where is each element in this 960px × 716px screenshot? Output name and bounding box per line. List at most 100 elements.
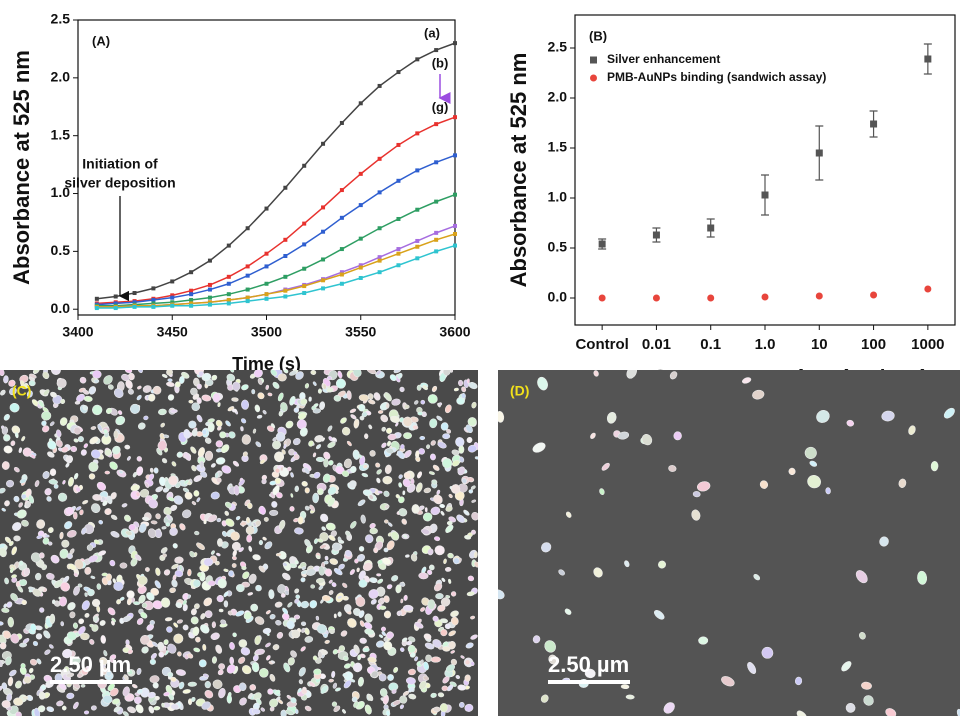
particle [368,589,379,599]
particle [64,521,73,530]
particle [267,688,274,695]
particle [320,513,329,523]
particle [414,400,419,405]
point [377,83,382,88]
particle [430,656,441,663]
particle [326,387,334,393]
particle [269,509,279,516]
particle [459,456,465,463]
particle [289,506,295,512]
particle [443,370,451,376]
point [321,205,326,210]
particle [297,516,304,525]
particle [441,685,449,692]
particle [73,511,78,520]
point [321,141,326,146]
point [264,281,269,286]
particle [384,519,389,524]
point [283,254,288,258]
particle [312,408,321,414]
particle [235,610,245,617]
point [358,171,363,176]
particle [155,567,161,576]
particle [398,482,403,488]
point [339,272,344,277]
x-tick-label: 3550 [345,324,376,340]
annotation: silver deposition [64,175,175,191]
particle [89,436,99,445]
legend-marker [590,56,597,64]
particle [253,692,262,701]
particle [15,711,22,716]
particle [304,383,310,389]
particle [251,389,256,395]
particle [196,397,202,404]
particle [122,686,130,697]
particle [440,510,445,516]
particle [166,626,173,633]
particle [328,678,334,683]
particle [232,381,241,391]
particle [458,445,465,454]
particle [332,649,339,655]
point [264,251,269,256]
particle [300,577,306,583]
particle [203,519,207,525]
particle [403,594,408,601]
point [113,294,118,299]
point [207,258,212,263]
particle [182,487,190,493]
particle [358,546,365,552]
particle [124,514,131,522]
point [207,287,212,292]
particle [155,486,164,493]
particle [467,476,475,483]
particle [393,667,399,673]
point [302,242,307,247]
particle [343,604,352,613]
point [396,216,401,221]
point [761,293,769,301]
particle [3,603,8,608]
particle [11,546,17,556]
particle [191,696,196,702]
particle [89,639,95,645]
particle [401,518,407,525]
particle [460,655,465,659]
particle [67,602,76,611]
particle [46,496,52,502]
particle [231,397,239,402]
y-tick-label: 1.0 [51,184,71,200]
particle [316,554,321,559]
point [815,292,823,300]
point [453,115,457,120]
particle [90,705,97,711]
y-tick-label: 2.0 [548,89,568,105]
point [453,153,457,158]
point [377,258,382,263]
point [761,191,769,199]
particle [217,578,227,589]
particle [304,627,310,635]
particle [115,415,126,426]
particle [119,562,128,569]
particle [450,650,455,654]
particle [0,659,3,668]
particle [225,518,235,527]
particle [133,601,141,606]
point [302,284,307,289]
point [396,263,401,268]
particle [415,482,423,493]
particle [30,623,37,632]
y-tick-label: 0.5 [548,239,568,255]
panel-label: (D) [510,383,529,399]
particle [350,521,357,529]
particle [282,562,288,567]
particle [368,399,376,405]
particle [223,591,229,598]
particle [39,552,45,559]
particle [211,374,218,381]
y-tick-label: 2.0 [51,69,71,85]
particle [265,610,271,615]
particle [223,568,229,572]
